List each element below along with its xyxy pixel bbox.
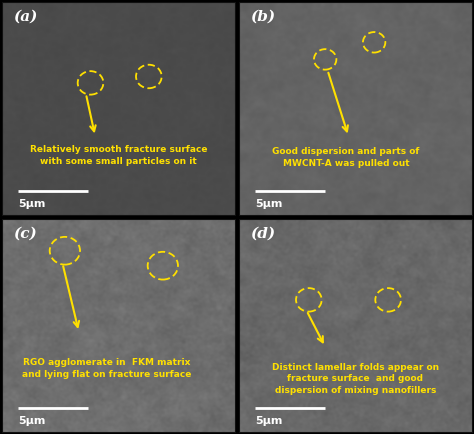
Text: 5μm: 5μm: [18, 416, 46, 426]
Text: (b): (b): [251, 10, 276, 24]
Text: 5μm: 5μm: [255, 416, 283, 426]
Text: 5μm: 5μm: [255, 199, 283, 209]
Text: 5μm: 5μm: [18, 199, 46, 209]
Text: Good dispersion and parts of
MWCNT-A was pulled out: Good dispersion and parts of MWCNT-A was…: [273, 147, 420, 168]
Text: (c): (c): [14, 227, 37, 241]
Text: (a): (a): [14, 10, 38, 24]
Text: Distinct lamellar folds appear on
fracture surface  and good
dispersion of mixin: Distinct lamellar folds appear on fractu…: [272, 362, 439, 395]
Text: RGO agglomerate in  FKM matrix
and lying flat on fracture surface: RGO agglomerate in FKM matrix and lying …: [22, 358, 191, 378]
Text: (d): (d): [251, 227, 276, 241]
Text: Relatively smooth fracture surface
with some small particles on it: Relatively smooth fracture surface with …: [30, 145, 207, 166]
